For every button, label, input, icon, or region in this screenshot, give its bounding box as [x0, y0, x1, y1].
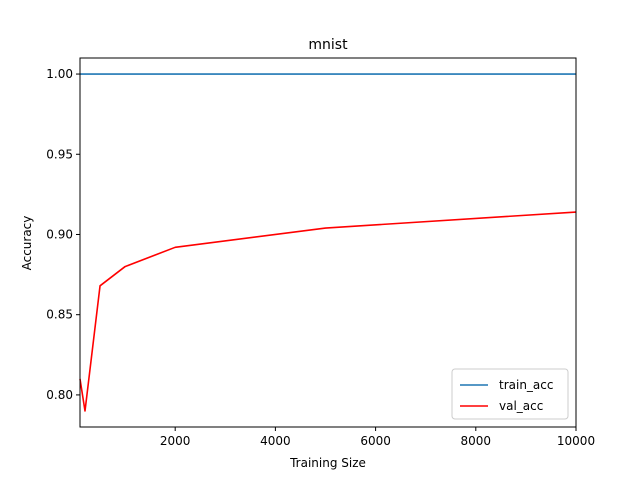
x-tick-label: 2000	[160, 434, 191, 448]
legend-label-train-acc: train_acc	[499, 378, 553, 392]
y-axis: 0.80 0.85 0.90 0.95 1.00	[46, 67, 80, 402]
y-tick-label: 0.95	[46, 147, 73, 161]
y-tick-label: 0.85	[46, 308, 73, 322]
x-tick-label: 8000	[461, 434, 492, 448]
plot-frame	[79, 57, 577, 428]
x-tick-label: 10000	[557, 434, 595, 448]
x-axis-label: Training Size	[289, 456, 366, 470]
y-tick-label: 1.00	[46, 67, 73, 81]
y-axis-label: Accuracy	[20, 216, 34, 271]
plot-area	[80, 58, 576, 427]
legend: train_acc val_acc	[451, 368, 569, 420]
series-layer	[79, 73, 577, 412]
x-axis: 2000 4000 6000 8000 10000	[160, 427, 595, 448]
legend-label-val-acc: val_acc	[499, 399, 543, 413]
series-line-val-acc	[79, 211, 577, 412]
chart-title: mnist	[308, 37, 348, 53]
x-tick-label: 6000	[360, 434, 391, 448]
y-tick-label: 0.90	[46, 227, 73, 241]
y-tick-label: 0.80	[46, 388, 73, 402]
x-tick-label: 4000	[260, 434, 291, 448]
